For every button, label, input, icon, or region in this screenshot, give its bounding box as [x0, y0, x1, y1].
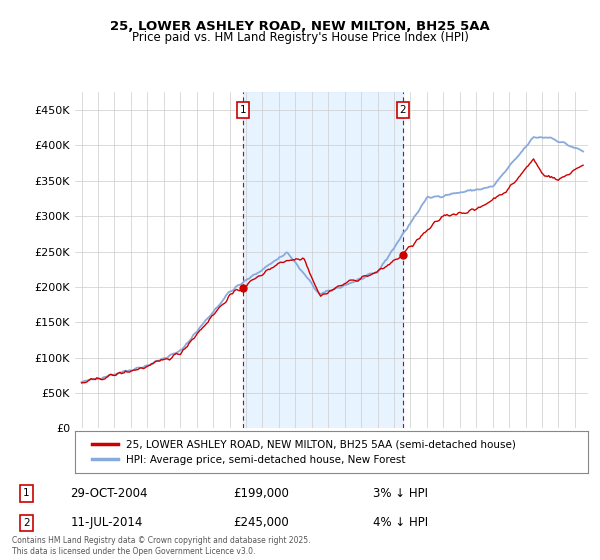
Text: Contains HM Land Registry data © Crown copyright and database right 2025.
This d: Contains HM Land Registry data © Crown c… — [12, 536, 311, 556]
Text: 1: 1 — [23, 488, 30, 498]
Text: 25, LOWER ASHLEY ROAD, NEW MILTON, BH25 5AA: 25, LOWER ASHLEY ROAD, NEW MILTON, BH25 … — [110, 20, 490, 32]
Text: £245,000: £245,000 — [233, 516, 289, 529]
Text: 29-OCT-2004: 29-OCT-2004 — [70, 487, 148, 500]
Legend: 25, LOWER ASHLEY ROAD, NEW MILTON, BH25 5AA (semi-detached house), HPI: Average : 25, LOWER ASHLEY ROAD, NEW MILTON, BH25 … — [85, 433, 522, 471]
Text: Price paid vs. HM Land Registry's House Price Index (HPI): Price paid vs. HM Land Registry's House … — [131, 31, 469, 44]
Bar — [243, 92, 403, 428]
Text: 4% ↓ HPI: 4% ↓ HPI — [373, 516, 428, 529]
Text: 2: 2 — [23, 518, 30, 528]
Text: 11-JUL-2014: 11-JUL-2014 — [70, 516, 143, 529]
Text: 2: 2 — [400, 105, 406, 115]
Text: 1: 1 — [240, 105, 247, 115]
Text: £199,000: £199,000 — [233, 487, 289, 500]
Text: 3% ↓ HPI: 3% ↓ HPI — [373, 487, 428, 500]
